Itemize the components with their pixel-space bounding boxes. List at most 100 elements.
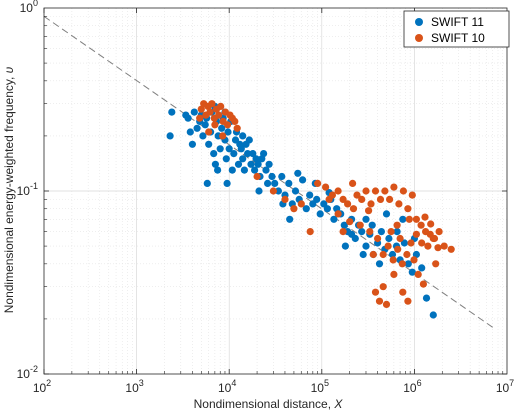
point-swift-11 [203,179,211,187]
point-swift-11 [230,150,238,158]
point-swift-11 [330,215,338,223]
point-swift-11 [190,108,198,116]
point-swift-11 [341,242,349,250]
point-swift-10 [396,234,404,243]
point-swift-10 [384,242,392,250]
tick-labels: 102 103 104 105 106 107 10-2 10-1 100 [17,0,515,395]
point-swift-11 [254,160,262,168]
point-swift-11 [358,228,366,236]
point-swift-11 [299,176,307,184]
point-swift-10 [421,213,429,221]
point-swift-11 [291,187,300,195]
point-swift-11 [375,260,384,268]
point-swift-11 [218,124,226,132]
y-axis-label: Nondimensional energy-weighted frequency… [2,66,16,313]
y-tick-label: 10-1 [17,181,38,198]
point-swift-10 [344,200,352,208]
point-swift-11 [251,166,259,174]
point-swift-10 [389,256,397,264]
point-swift-10 [447,245,455,253]
point-swift-11 [278,172,286,181]
y-tick-label: 100 [20,0,38,15]
point-swift-11 [264,179,272,187]
point-swift-11 [247,160,255,168]
legend: SWIFT 11 SWIFT 10 [403,10,510,48]
point-swift-11 [429,311,437,319]
point-swift-10 [269,187,277,195]
point-swift-11 [388,250,397,259]
point-swift-11 [244,150,252,158]
point-swift-11 [268,172,276,181]
point-swift-10 [290,205,298,213]
point-swift-10 [412,215,420,223]
point-swift-11 [362,242,370,250]
point-swift-11 [306,191,314,199]
point-swift-10 [404,297,412,305]
point-swift-10 [325,195,333,203]
point-swift-11 [302,205,310,213]
point-swift-11 [166,132,174,140]
x-tick-label: 104 [218,378,236,395]
point-swift-11 [214,166,222,174]
x-axis-label: Nondimensional distance, X [194,397,344,411]
point-swift-11 [418,264,426,272]
point-swift-10 [358,195,366,203]
point-swift-11 [285,179,293,187]
point-swift-10 [399,288,407,296]
point-swift-11 [412,250,420,259]
point-swift-11 [400,239,408,247]
point-swift-11 [323,205,331,213]
point-swift-11 [294,169,302,177]
legend-label-swift-10: SWIFT 10 [431,31,485,45]
point-swift-10 [233,124,241,132]
point-swift-10 [432,260,440,268]
point-swift-10 [375,297,384,305]
legend-marker-swift-11 [415,18,423,26]
point-swift-10 [362,187,370,195]
point-swift-11 [362,215,370,223]
point-swift-10 [346,218,354,226]
point-swift-10 [427,220,435,228]
point-swift-10 [334,210,342,218]
point-swift-10 [196,114,204,122]
point-swift-11 [316,210,324,218]
point-swift-10 [224,121,232,129]
point-swift-10 [398,260,406,268]
y-tick-label: 10-2 [17,364,38,381]
point-swift-10 [379,250,387,259]
point-swift-10 [371,288,380,296]
point-swift-11 [184,114,192,122]
point-swift-11 [385,234,393,243]
point-swift-10 [379,283,387,291]
point-swift-11 [223,179,231,187]
point-swift-10 [205,128,213,136]
point-swift-11 [404,260,412,268]
point-swift-10 [322,183,330,191]
point-swift-11 [201,121,209,129]
point-swift-10 [231,117,239,125]
data-points [166,100,455,319]
point-swift-10 [374,234,382,243]
point-swift-10 [414,270,422,278]
point-swift-10 [394,245,402,253]
point-swift-10 [208,100,216,108]
point-swift-11 [245,136,253,144]
point-swift-10 [404,205,412,213]
point-swift-11 [262,166,270,174]
point-swift-10 [367,200,375,208]
x-tick-label: 106 [403,378,421,395]
point-swift-11 [252,155,260,163]
point-swift-10 [424,242,432,250]
point-swift-10 [405,215,413,223]
point-swift-11 [188,140,196,148]
point-swift-11 [193,124,201,132]
point-swift-11 [249,150,257,158]
x-tick-label: 107 [496,378,514,395]
point-swift-10 [410,256,418,264]
point-swift-11 [399,215,407,223]
point-swift-11 [239,132,247,140]
point-swift-11 [368,221,376,229]
point-swift-10 [253,172,261,181]
point-swift-11 [205,140,213,148]
